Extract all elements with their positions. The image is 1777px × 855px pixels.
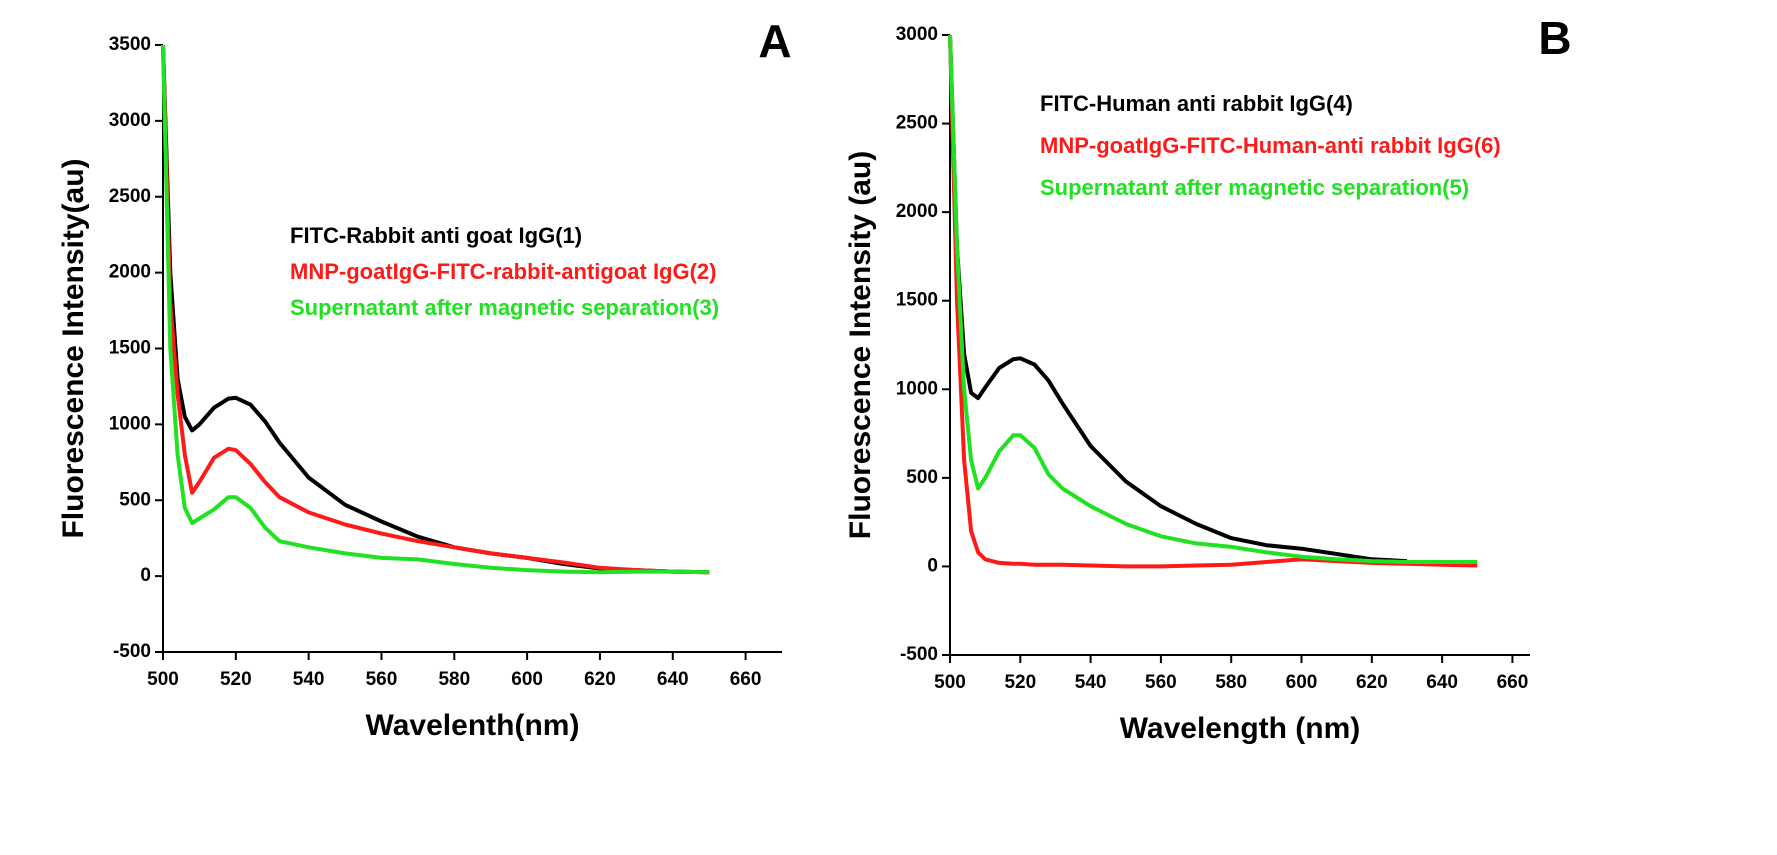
panel-label: B — [1538, 12, 1571, 64]
y-tick-label: 3000 — [109, 110, 151, 131]
x-tick-label: 540 — [293, 669, 325, 690]
x-tick-label: 640 — [1426, 672, 1458, 693]
x-tick-label: 600 — [1286, 672, 1318, 693]
data-line — [161, 44, 710, 575]
x-tick-label: 560 — [366, 669, 398, 690]
x-axis-title: Wavelength (nm) — [1120, 712, 1361, 745]
x-tick-label: 640 — [657, 669, 689, 690]
x-tick-label: 520 — [220, 669, 252, 690]
legend-entry: MNP-goatIgG-FITC-rabbit-antigoat IgG(2) — [290, 259, 717, 284]
x-tick-label: 520 — [1004, 672, 1036, 693]
x-tick-label: 580 — [438, 669, 470, 690]
x-tick-label: 580 — [1215, 672, 1247, 693]
x-tick-label: 620 — [584, 669, 616, 690]
legend-entry: MNP-goatIgG-FITC-Human-anti rabbit IgG(6… — [1040, 133, 1501, 158]
x-tick-label: 660 — [730, 669, 762, 690]
y-tick-label: 1000 — [109, 413, 151, 434]
x-tick-label: 540 — [1075, 672, 1107, 693]
x-tick-label: 560 — [1145, 672, 1177, 693]
y-tick-label: 2000 — [109, 262, 151, 283]
y-tick-label: 2500 — [896, 113, 938, 134]
y-tick-label: 500 — [906, 467, 938, 488]
data-line — [161, 44, 710, 575]
y-tick-label: 0 — [140, 565, 151, 586]
y-tick-label: 1000 — [896, 378, 938, 399]
y-tick-label: 1500 — [896, 290, 938, 311]
x-axis-title: Wavelenth(nm) — [366, 709, 580, 742]
y-axis-title: Fluorescence Intensity (au) — [844, 151, 877, 539]
y-tick-label: -500 — [113, 641, 151, 662]
panel-label: A — [758, 15, 791, 67]
x-tick-label: 620 — [1356, 672, 1388, 693]
y-tick-label: 3500 — [109, 34, 151, 55]
x-tick-label: 660 — [1497, 672, 1529, 693]
data-line — [948, 34, 1408, 564]
y-axis-title: Fluorescence Intensity(au) — [57, 158, 90, 538]
y-tick-label: 3000 — [896, 24, 938, 45]
x-tick-label: 600 — [511, 669, 543, 690]
legend-entry: FITC-Human anti rabbit IgG(4) — [1040, 91, 1353, 116]
y-tick-label: 0 — [927, 555, 938, 576]
data-line — [948, 34, 1478, 564]
y-tick-label: 500 — [119, 489, 151, 510]
x-tick-label: 500 — [934, 672, 966, 693]
legend-entry: FITC-Rabbit anti goat IgG(1) — [290, 223, 582, 248]
y-tick-label: 2500 — [109, 186, 151, 207]
legend-entry: Supernatant after magnetic separation(5) — [1040, 175, 1469, 200]
legend-entry: Supernatant after magnetic separation(3) — [290, 295, 719, 320]
x-tick-label: 500 — [147, 669, 179, 690]
y-tick-label: 1500 — [109, 338, 151, 359]
y-tick-label: -500 — [900, 644, 938, 665]
y-tick-label: 2000 — [896, 201, 938, 222]
